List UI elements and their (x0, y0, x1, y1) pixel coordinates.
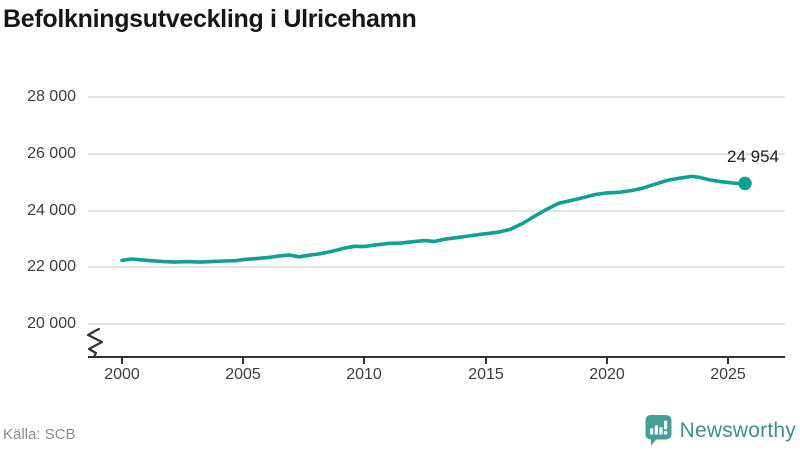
newsworthy-logo[interactable]: Newsworthy (644, 414, 796, 447)
end-point-marker (738, 176, 752, 191)
x-axis-label: 2005 (225, 366, 261, 383)
x-axis-label: 2000 (104, 366, 140, 383)
x-axis-tick (485, 358, 487, 364)
population-line (120, 174, 747, 264)
y-axis-label: 22 000 (27, 258, 76, 275)
x-axis-tick (363, 358, 365, 364)
gridline (88, 210, 785, 212)
y-axis-label: 20 000 (27, 315, 76, 332)
newsworthy-logo-icon (645, 415, 672, 446)
gridline (88, 96, 785, 98)
x-axis-label: 2015 (468, 366, 504, 383)
y-axis-label: 26 000 (27, 145, 76, 162)
gridline (88, 266, 785, 268)
x-axis-label: 2025 (710, 366, 746, 383)
end-value-label: 24 954 (727, 147, 779, 166)
x-axis-label: 2020 (589, 366, 625, 383)
gridline (88, 153, 785, 155)
chart-title: Befolkningsutveckling i Ulricehamn (3, 5, 417, 33)
x-axis-tick (606, 358, 608, 364)
x-axis-tick (121, 358, 123, 364)
x-axis-tick (727, 358, 729, 364)
y-axis-label: 24 000 (27, 202, 76, 219)
source-label: Källa: SCB (3, 426, 76, 443)
axis-break-icon (86, 327, 104, 359)
x-axis-label: 2010 (346, 366, 382, 383)
y-axis-label: 28 000 (27, 88, 76, 105)
newsworthy-logo-text: Newsworthy (679, 418, 796, 442)
x-axis-tick (242, 358, 244, 364)
gridline (88, 323, 785, 325)
x-axis-line (88, 356, 785, 358)
